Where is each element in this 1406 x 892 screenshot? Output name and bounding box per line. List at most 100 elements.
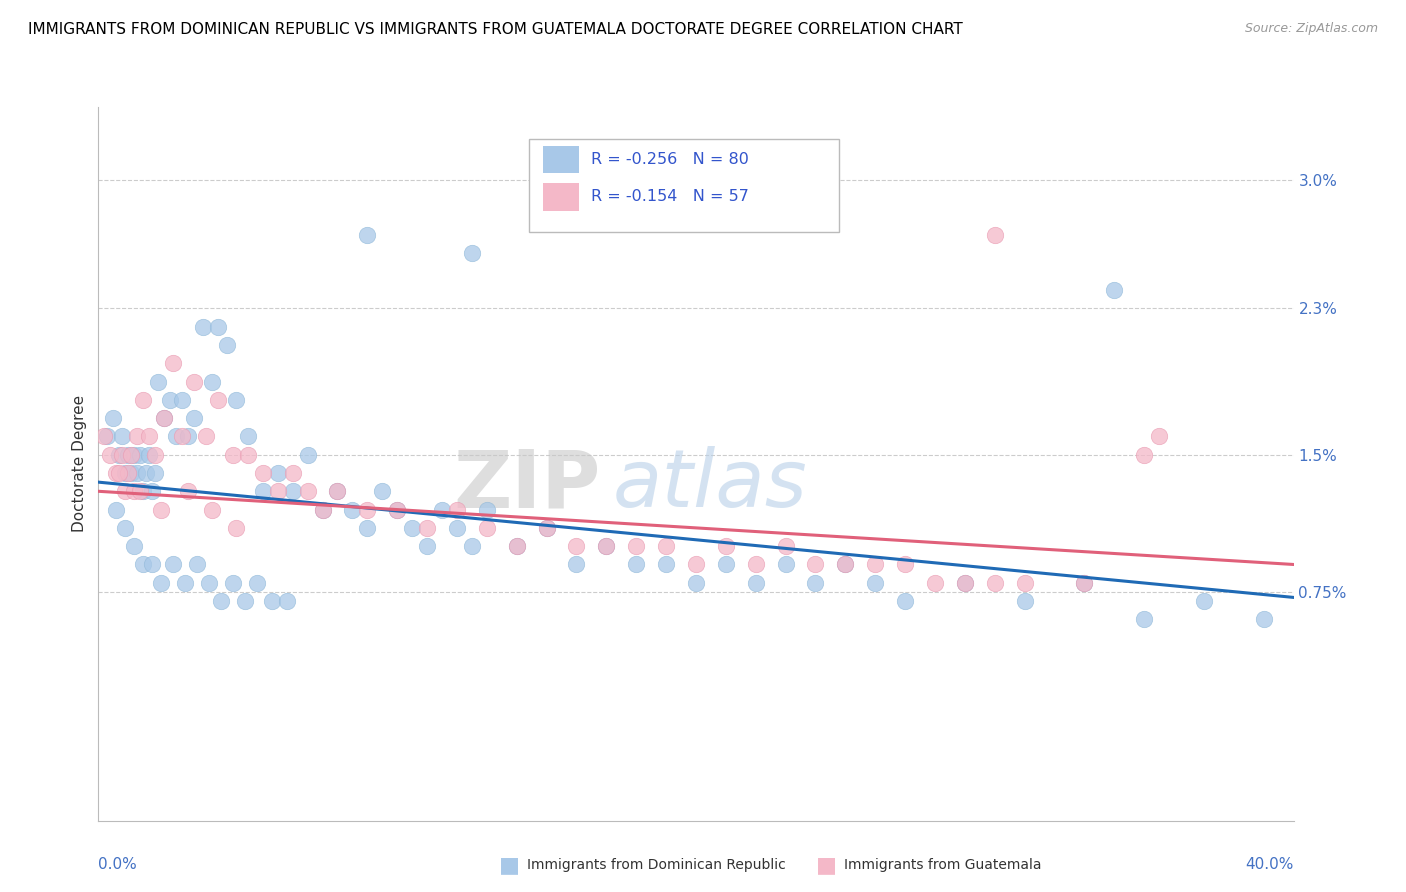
Point xyxy=(141,484,163,499)
Point xyxy=(159,392,181,407)
Point xyxy=(565,539,588,553)
Point xyxy=(430,502,453,516)
Point xyxy=(953,575,976,590)
Text: Immigrants from Dominican Republic: Immigrants from Dominican Republic xyxy=(527,858,786,872)
Point xyxy=(924,575,946,590)
Point xyxy=(129,484,152,499)
Point xyxy=(834,558,856,572)
Point xyxy=(114,521,136,535)
Point xyxy=(117,466,139,480)
Point xyxy=(1073,575,1095,590)
Text: ZIP: ZIP xyxy=(453,446,600,524)
Point xyxy=(150,575,173,590)
Point xyxy=(132,484,155,499)
Point xyxy=(100,448,122,462)
Point xyxy=(150,502,173,516)
Point xyxy=(267,484,290,499)
Point xyxy=(124,539,146,553)
Point xyxy=(276,594,298,608)
Point xyxy=(894,558,917,572)
Point xyxy=(105,466,128,480)
Point xyxy=(108,466,131,480)
Point xyxy=(311,502,333,516)
Text: Source: ZipAtlas.com: Source: ZipAtlas.com xyxy=(1244,22,1378,36)
Point xyxy=(236,448,259,462)
Point xyxy=(371,484,394,499)
Point xyxy=(222,448,245,462)
Point xyxy=(775,558,797,572)
Point xyxy=(565,558,588,572)
Point xyxy=(506,539,529,553)
Point xyxy=(1133,448,1156,462)
Point xyxy=(984,575,1007,590)
Point xyxy=(225,521,247,535)
Text: atlas: atlas xyxy=(613,446,807,524)
Point xyxy=(143,466,166,480)
Point xyxy=(191,319,214,334)
Point xyxy=(138,429,160,443)
Point xyxy=(177,484,200,499)
Point xyxy=(186,558,208,572)
Point xyxy=(120,466,142,480)
Point xyxy=(162,558,184,572)
Point xyxy=(385,502,409,516)
Point xyxy=(93,429,115,443)
Point xyxy=(865,575,887,590)
Point xyxy=(685,575,707,590)
Point xyxy=(209,594,232,608)
Y-axis label: Doctorate Degree: Doctorate Degree xyxy=(72,395,87,533)
Point xyxy=(446,502,468,516)
Text: 0.0%: 0.0% xyxy=(98,857,138,872)
Point xyxy=(865,558,887,572)
Point xyxy=(626,539,648,553)
Point xyxy=(117,448,139,462)
Point xyxy=(356,521,378,535)
Point xyxy=(174,575,197,590)
Point xyxy=(127,466,149,480)
Point xyxy=(984,228,1007,243)
Point xyxy=(685,558,707,572)
Point xyxy=(1014,594,1036,608)
Point xyxy=(201,375,224,389)
Point xyxy=(714,539,737,553)
Point xyxy=(236,429,259,443)
Point xyxy=(183,375,205,389)
Point xyxy=(143,448,166,462)
Point xyxy=(401,521,423,535)
Point xyxy=(342,502,364,516)
Point xyxy=(252,484,274,499)
Point xyxy=(201,502,224,516)
Point xyxy=(120,448,142,462)
Point xyxy=(595,539,617,553)
Point xyxy=(1147,429,1170,443)
Point xyxy=(207,319,229,334)
Point xyxy=(714,558,737,572)
Point xyxy=(385,502,409,516)
Point xyxy=(461,246,484,260)
Point xyxy=(165,429,187,443)
Point xyxy=(252,466,274,480)
Point xyxy=(297,484,319,499)
Point xyxy=(96,429,118,443)
Point xyxy=(326,484,349,499)
Point xyxy=(153,411,176,425)
Point xyxy=(506,539,529,553)
Point xyxy=(655,558,678,572)
Point xyxy=(804,575,827,590)
Point xyxy=(953,575,976,590)
Point xyxy=(894,594,917,608)
Point xyxy=(416,539,439,553)
Point xyxy=(246,575,269,590)
Point xyxy=(281,466,304,480)
Point xyxy=(198,575,221,590)
Point xyxy=(172,429,194,443)
Point xyxy=(536,521,558,535)
Text: Immigrants from Guatemala: Immigrants from Guatemala xyxy=(844,858,1040,872)
Point xyxy=(124,448,146,462)
Point xyxy=(416,521,439,535)
Point xyxy=(105,502,128,516)
Point xyxy=(111,429,134,443)
Point xyxy=(195,429,218,443)
Point xyxy=(207,392,229,407)
Point xyxy=(132,392,155,407)
